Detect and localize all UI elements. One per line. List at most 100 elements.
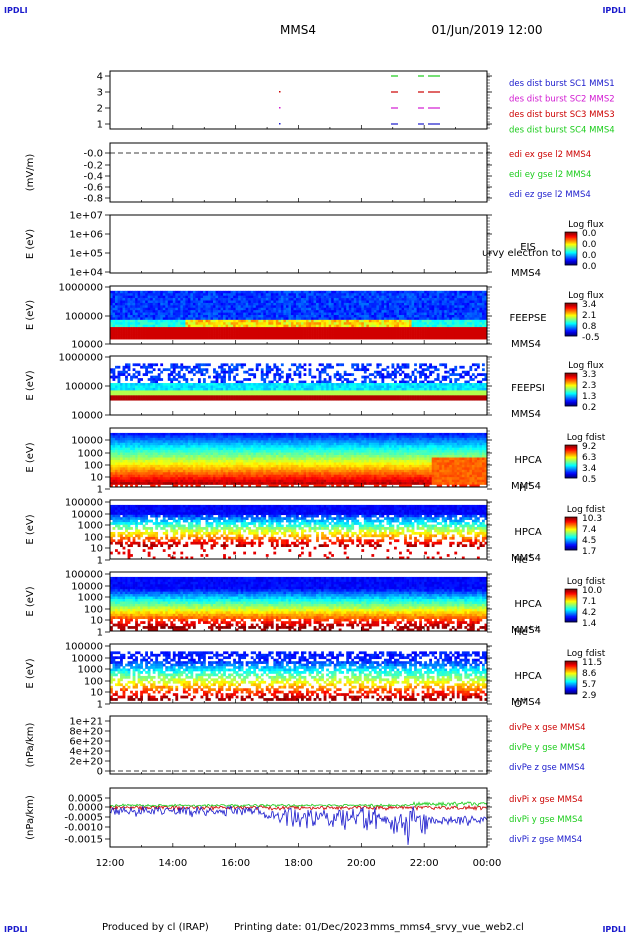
heatmap-cell — [177, 395, 181, 399]
heatmap-cell — [255, 383, 259, 386]
heatmap-cell — [243, 387, 247, 391]
heatmap-cell — [361, 315, 365, 318]
heatmap-cell — [444, 331, 448, 335]
heatmap-cell — [137, 380, 141, 384]
heatmap-cell — [411, 370, 415, 374]
heatmap-cell — [255, 319, 259, 323]
heatmap-cell — [150, 305, 154, 309]
heatmap-cell — [280, 298, 284, 301]
heatmap-cell — [275, 370, 279, 374]
heatmap-cell — [268, 302, 272, 306]
heatmap-cell — [255, 298, 259, 301]
heatmap-cell — [429, 392, 432, 396]
heatmap-cell — [250, 397, 254, 401]
heatmap-cell — [268, 368, 272, 372]
colorbar-segment — [565, 331, 577, 333]
heatmap-cell — [341, 307, 345, 311]
heatmap-cell — [213, 295, 216, 299]
heatmap-cell — [125, 387, 128, 391]
heatmap-cell — [140, 397, 143, 401]
heatmap-cell — [404, 315, 407, 318]
heatmap-cell — [406, 392, 410, 396]
heatmap-cell — [223, 392, 226, 396]
heatmap-cell — [125, 305, 128, 309]
heatmap-cell — [122, 290, 126, 294]
heatmap-cell — [160, 397, 164, 401]
heatmap-cell — [326, 395, 329, 399]
heatmap-cell — [293, 312, 297, 316]
heatmap-cell — [290, 307, 294, 311]
heatmap-cell — [295, 293, 299, 296]
heatmap-cell — [228, 302, 231, 306]
heatmap-cell — [401, 329, 405, 333]
heatmap-cell — [409, 392, 412, 396]
heatmap-cell — [416, 307, 420, 311]
heatmap-cell — [308, 312, 312, 316]
heatmap-cell — [371, 322, 375, 325]
colorbar-segment — [565, 380, 577, 383]
heatmap-cell — [449, 302, 453, 306]
heatmap-cell — [391, 336, 395, 340]
heatmap-cell — [120, 315, 123, 318]
heatmap-cell — [172, 331, 176, 335]
heatmap-cell — [436, 305, 440, 309]
heatmap-cell — [122, 397, 126, 401]
heatmap-cell — [110, 459, 113, 463]
spacecraft-label: MMS4 — [511, 268, 541, 279]
heatmap-cell — [461, 387, 465, 391]
heatmap-cell — [218, 395, 221, 399]
heatmap-cell — [321, 397, 324, 401]
colorbar-segment — [565, 256, 577, 258]
heatmap-cell — [421, 317, 425, 321]
heatmap-cell — [255, 315, 259, 318]
heatmap-cell — [225, 307, 229, 311]
heatmap-cell — [386, 302, 390, 306]
heatmap-cell — [255, 336, 259, 340]
heatmap-cell — [328, 387, 332, 391]
heatmap-cell — [409, 307, 412, 311]
heatmap-cell — [409, 315, 412, 318]
heatmap-cell — [451, 383, 455, 386]
heatmap-cell — [233, 331, 236, 335]
heatmap-cell — [255, 363, 259, 367]
heatmap-cell — [469, 387, 473, 391]
heatmap-cell — [200, 305, 204, 309]
heatmap-cell — [313, 310, 317, 313]
heatmap-cell — [110, 368, 113, 372]
heatmap-cell — [331, 293, 334, 296]
heatmap-cell — [223, 315, 226, 318]
heatmap-cell — [265, 307, 269, 311]
heatmap-cell — [356, 392, 360, 396]
heatmap-cell — [255, 305, 259, 309]
heatmap-cell — [162, 324, 166, 328]
heatmap-cell — [225, 324, 229, 328]
heatmap-cell — [416, 336, 420, 340]
heatmap-cell — [376, 387, 380, 391]
heatmap-cell — [240, 317, 244, 321]
heatmap-cell — [311, 298, 314, 301]
heatmap-cell — [461, 324, 465, 328]
heatmap-cell — [223, 302, 226, 306]
heatmap-cell — [223, 397, 226, 401]
heatmap-cell — [469, 392, 473, 396]
heatmap-cell — [115, 310, 118, 313]
heatmap-cell — [290, 298, 294, 301]
heatmap-cell — [197, 334, 201, 338]
heatmap-cell — [117, 370, 121, 374]
heatmap-cell — [411, 395, 415, 399]
heatmap-cell — [308, 290, 312, 294]
heatmap-cell — [326, 383, 329, 386]
heatmap-cell — [456, 395, 460, 399]
heatmap-cell — [366, 331, 370, 335]
heatmap-cell — [115, 390, 118, 394]
heatmap-cell — [122, 319, 126, 323]
heatmap-cell — [152, 329, 156, 333]
heatmap-cell — [371, 397, 375, 401]
heatmap-cell — [167, 329, 171, 333]
heatmap-cell — [343, 395, 347, 399]
heatmap-cell — [409, 390, 412, 394]
heatmap-cell — [185, 324, 189, 328]
heatmap-cell — [318, 312, 322, 316]
heatmap-cell — [115, 312, 118, 316]
heatmap-cell — [444, 290, 448, 294]
